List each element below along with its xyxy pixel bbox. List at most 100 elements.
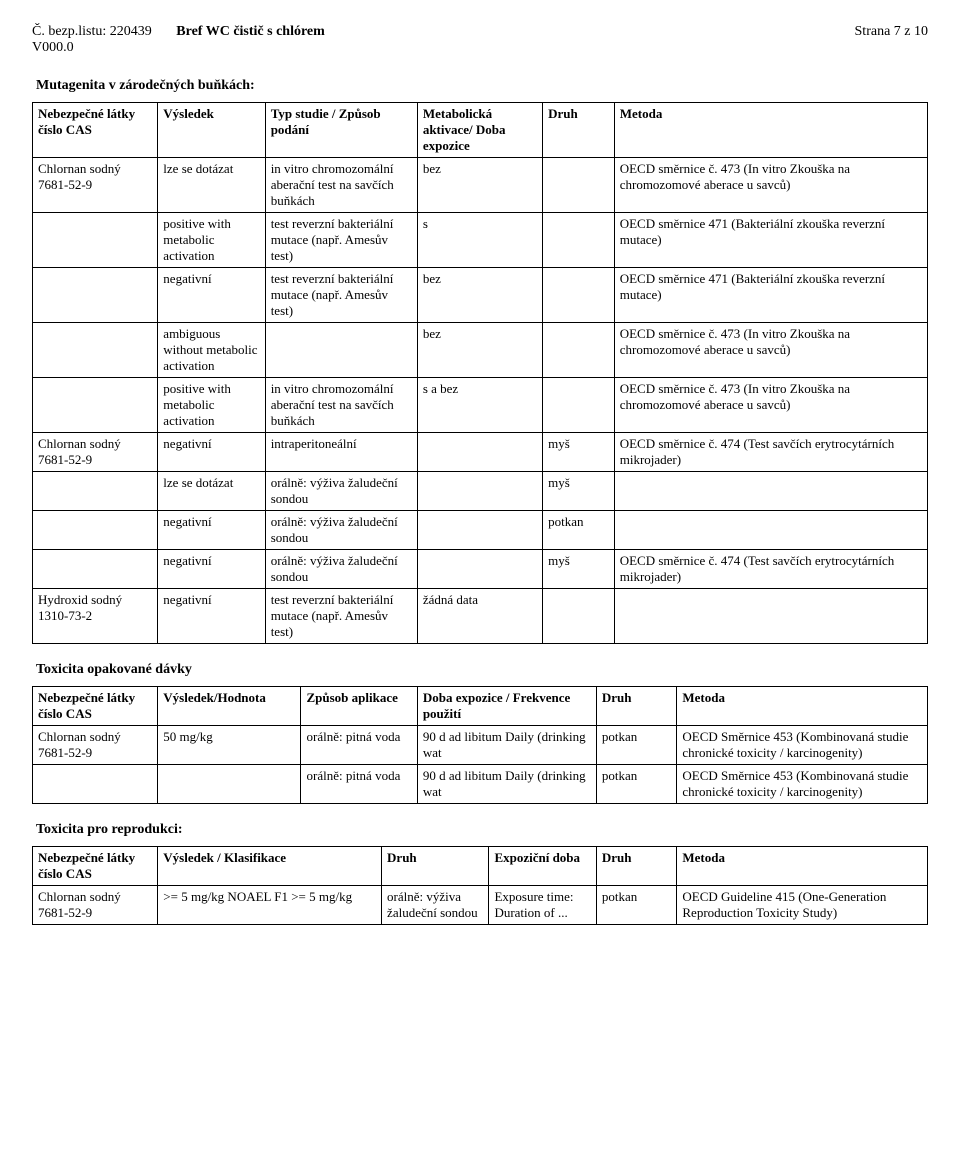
table-row: ambiguous without metabolic activation be…: [33, 323, 928, 378]
cell: 50 mg/kg: [158, 726, 301, 765]
cell: OECD směrnice č. 473 (In vitro Zkouška n…: [614, 158, 927, 213]
col-header: Druh: [382, 847, 489, 886]
cell: Exposure time: Duration of ...: [489, 886, 596, 925]
cell: [158, 765, 301, 804]
cell: [33, 472, 158, 511]
cell: ambiguous without metabolic activation: [158, 323, 265, 378]
cell: OECD Guideline 415 (One-Generation Repro…: [677, 886, 928, 925]
page-header: Č. bezp.listu: 220439 Bref WC čistič s c…: [32, 24, 928, 56]
cell: myš: [543, 433, 615, 472]
cell: test reverzní bakteriální mutace (např. …: [265, 589, 417, 644]
cell: s: [417, 213, 542, 268]
cell: in vitro chromozomální aberační test na …: [265, 158, 417, 213]
cell: žádná data: [417, 589, 542, 644]
cell: in vitro chromozomální aberační test na …: [265, 378, 417, 433]
cell: OECD směrnice 471 (Bakteriální zkouška r…: [614, 213, 927, 268]
section3-title: Toxicita pro reprodukci:: [36, 822, 928, 838]
col-header: Nebezpečné látky číslo CAS: [33, 103, 158, 158]
col-header: Způsob aplikace: [301, 687, 417, 726]
col-header: Nebezpečné látky číslo CAS: [33, 687, 158, 726]
cell: potkan: [543, 511, 615, 550]
cell: [417, 511, 542, 550]
cell: negativní: [158, 433, 265, 472]
table-header-row: Nebezpečné látky číslo CASVýsledek/Hodno…: [33, 687, 928, 726]
cell: [33, 550, 158, 589]
cell: [614, 589, 927, 644]
cell: [417, 550, 542, 589]
cell: myš: [543, 550, 615, 589]
cell: Chlornan sodný 7681-52-9: [33, 886, 158, 925]
cell: orálně: výživa žaludeční sondou: [265, 511, 417, 550]
cell: orálně: pitná voda: [301, 765, 417, 804]
cell: negativní: [158, 589, 265, 644]
cell: [265, 323, 417, 378]
table-row: negativníorálně: výživa žaludeční sondou…: [33, 550, 928, 589]
section1-title: Mutagenita v zárodečných buňkách:: [36, 78, 928, 94]
col-header: Druh: [543, 103, 615, 158]
cell: potkan: [596, 726, 677, 765]
col-header: Metoda: [614, 103, 927, 158]
col-header: Výsledek: [158, 103, 265, 158]
table-header-row: Nebezpečné látky číslo CASVýsledekTyp st…: [33, 103, 928, 158]
cell: test reverzní bakteriální mutace (např. …: [265, 213, 417, 268]
col-header: Expoziční doba: [489, 847, 596, 886]
col-header: Nebezpečné látky číslo CAS: [33, 847, 158, 886]
cell: [614, 472, 927, 511]
table-row: positive with metabolic activationtest r…: [33, 213, 928, 268]
cell: lze se dotázat: [158, 158, 265, 213]
cell: [33, 213, 158, 268]
cell: orálně: pitná voda: [301, 726, 417, 765]
hdr-right: Strana 7 z 10: [855, 24, 928, 40]
cell: Hydroxid sodný 1310-73-2: [33, 589, 158, 644]
table-row: lze se dotázatorálně: výživa žaludeční s…: [33, 472, 928, 511]
cell: [543, 589, 615, 644]
cell: orálně: výživa žaludeční sondou: [265, 550, 417, 589]
cell: positive with metabolic activation: [158, 213, 265, 268]
table-row: orálně: pitná voda90 d ad libitum Daily …: [33, 765, 928, 804]
table-row: Chlornan sodný 7681-52-9negativníintrape…: [33, 433, 928, 472]
hdr-left1: Č. bezp.listu: 220439 Bref WC čistič s c…: [32, 24, 325, 40]
cell: [417, 433, 542, 472]
cell: OECD směrnice č. 473 (In vitro Zkouška n…: [614, 378, 927, 433]
col-header: Výsledek/Hodnota: [158, 687, 301, 726]
table-header-row: Nebezpečné látky číslo CASVýsledek / Kla…: [33, 847, 928, 886]
table-mutagenita: Nebezpečné látky číslo CASVýsledekTyp st…: [32, 102, 928, 644]
cell: OECD směrnice 471 (Bakteriální zkouška r…: [614, 268, 927, 323]
table-row: Chlornan sodný 7681-52-9>= 5 mg/kg NOAEL…: [33, 886, 928, 925]
cell: OECD směrnice č. 474 (Test savčích erytr…: [614, 433, 927, 472]
table-toxicita-davky: Nebezpečné látky číslo CASVýsledek/Hodno…: [32, 686, 928, 804]
cell: [614, 511, 927, 550]
col-header: Doba expozice / Frekvence použití: [417, 687, 596, 726]
cell: 90 d ad libitum Daily (drinking wat: [417, 726, 596, 765]
table-row: Hydroxid sodný 1310-73-2negativnítest re…: [33, 589, 928, 644]
cell: orálně: výživa žaludeční sondou: [382, 886, 489, 925]
cell: [33, 378, 158, 433]
col-header: Výsledek / Klasifikace: [158, 847, 382, 886]
cell: 90 d ad libitum Daily (drinking wat: [417, 765, 596, 804]
hdr-title: Bref WC čistič s chlórem: [176, 24, 325, 39]
cell: Chlornan sodný 7681-52-9: [33, 433, 158, 472]
cell: negativní: [158, 268, 265, 323]
cell: OECD Směrnice 453 (Kombinovaná studie ch…: [677, 765, 928, 804]
cell: OECD směrnice č. 473 (In vitro Zkouška n…: [614, 323, 927, 378]
cell: [33, 511, 158, 550]
cell: test reverzní bakteriální mutace (např. …: [265, 268, 417, 323]
cell: Chlornan sodný 7681-52-9: [33, 726, 158, 765]
cell: [543, 158, 615, 213]
col-header: Typ studie / Způsob podání: [265, 103, 417, 158]
cell: [33, 765, 158, 804]
table-row: Chlornan sodný 7681-52-950 mg/kgorálně: …: [33, 726, 928, 765]
cell: [543, 378, 615, 433]
cell: [543, 268, 615, 323]
table-row: Chlornan sodný 7681-52-9lze se dotázatin…: [33, 158, 928, 213]
col-header: Metoda: [677, 847, 928, 886]
cell: bez: [417, 323, 542, 378]
cell: s a bez: [417, 378, 542, 433]
cell: potkan: [596, 886, 677, 925]
cell: bez: [417, 268, 542, 323]
cell: negativní: [158, 550, 265, 589]
cell: [33, 268, 158, 323]
cell: OECD Směrnice 453 (Kombinovaná studie ch…: [677, 726, 928, 765]
cell: orálně: výživa žaludeční sondou: [265, 472, 417, 511]
section2-title: Toxicita opakované dávky: [36, 662, 928, 678]
